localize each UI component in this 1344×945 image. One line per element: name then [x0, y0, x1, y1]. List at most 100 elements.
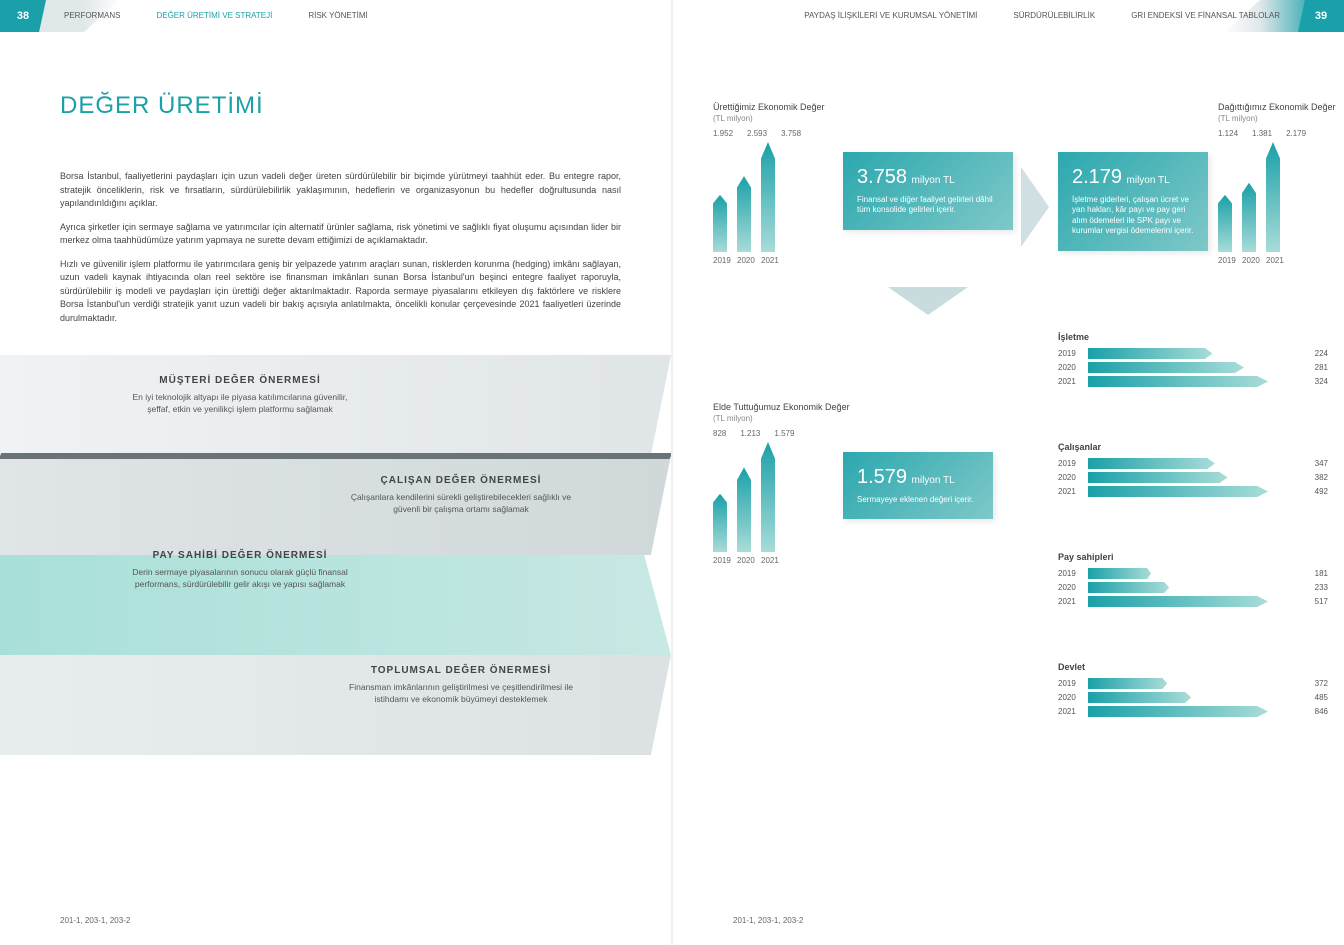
left-content: DEĞER ÜRETİMİ Borsa İstanbul, faaliyetle…: [0, 32, 671, 795]
category-çalışanlar: Çalışanlar 2019 347 2020 382 2021 492: [1058, 442, 1328, 500]
row-value: 517: [1294, 597, 1328, 606]
chart-subtitle: (TL milyon): [713, 114, 825, 123]
row-bar: [1088, 582, 1169, 593]
vp-text: Çalışanlara kendilerini sürekli geliştir…: [341, 492, 581, 516]
category-row: 2021 517: [1058, 596, 1328, 607]
category-row: 2019 372: [1058, 678, 1328, 689]
category-i̇şletme: İşletme 2019 224 2020 281 2021 324: [1058, 332, 1328, 390]
category-row: 2020 382: [1058, 472, 1328, 483]
row-bar: [1088, 472, 1228, 483]
economic-value-area: Ürettiğimiz Ekonomik Değer (TL milyon) 1…: [673, 32, 1344, 112]
row-bar: [1088, 362, 1244, 373]
vp-text: En iyi teknolojik altyapı ile piyasa kat…: [120, 392, 360, 416]
row-value: 382: [1294, 473, 1328, 482]
chart-values: 1.1241.3812.179: [1218, 129, 1336, 138]
arrow-down-icon: [888, 287, 968, 315]
box-unit: milyon TL: [1127, 175, 1170, 186]
vp-text: Derin sermaye piyasalarının sonucu olara…: [120, 567, 360, 591]
para-3: Hızlı ve güvenilir işlem platformu ile y…: [60, 258, 621, 326]
box-elde-tuttugumuz: 1.579 milyon TL Sermayeye eklenen değeri…: [843, 452, 993, 519]
chart-subtitle: (TL milyon): [1218, 114, 1336, 123]
chart-years: 201920202021: [713, 556, 850, 565]
row-value: 233: [1294, 583, 1328, 592]
gri-footer: 201-1, 203-1, 203-2: [60, 916, 130, 925]
category-row: 2021 492: [1058, 486, 1328, 497]
category-row: 2020 281: [1058, 362, 1328, 373]
box-desc: Finansal ve diğer faaliyet gelirleri dâh…: [857, 195, 999, 216]
row-bar: [1088, 568, 1151, 579]
row-year: 2019: [1058, 459, 1088, 468]
box-value: 3.758: [857, 166, 907, 188]
chart-title: Elde Tuttuğumuz Ekonomik Değer: [713, 402, 850, 412]
box-value: 1.579: [857, 466, 907, 488]
para-2: Ayrıca şirketler için sermaye sağlama ve…: [60, 221, 621, 248]
category-row: 2020 233: [1058, 582, 1328, 593]
vp-toplumsal: TOPLUMSAL DEĞER ÖNERMESİ Finansman imkân…: [341, 665, 581, 706]
row-value: 224: [1294, 349, 1328, 358]
chart-bar: [1242, 183, 1256, 252]
nav-surdurulebilirlik: SÜRDÜRÜLEBİLİRLİK: [995, 11, 1113, 21]
row-bar: [1088, 348, 1212, 359]
page-number: 39: [1298, 0, 1344, 32]
row-year: 2021: [1058, 597, 1088, 606]
row-bar: [1088, 692, 1191, 703]
chart-years: 201920202021: [713, 256, 825, 265]
vp-heading: TOPLUMSAL DEĞER ÖNERMESİ: [341, 665, 581, 676]
box-value: 2.179: [1072, 166, 1122, 188]
row-value: 281: [1294, 363, 1328, 372]
vp-calisan: ÇALIŞAN DEĞER ÖNERMESİ Çalışanlara kendi…: [341, 475, 581, 516]
top-nav-right: PAYDAŞ İLİŞKİLERİ VE KURUMSAL YÖNETİMİ S…: [673, 0, 1344, 32]
chart-bar: [1218, 195, 1232, 252]
nav-performans: PERFORMANS: [46, 11, 138, 21]
chart-bar: [713, 494, 727, 552]
nav-deger-uretimi: DEĞER ÜRETİMİ VE STRATEJİ: [138, 11, 290, 21]
row-value: 181: [1294, 569, 1328, 578]
chart-bars: [1218, 142, 1336, 252]
nav-gri: GRI ENDEKSİ VE FİNANSAL TABLOLAR: [1113, 11, 1298, 21]
row-bar: [1088, 376, 1268, 387]
row-bar: [1088, 596, 1268, 607]
para-1: Borsa İstanbul, faaliyetlerini paydaşlar…: [60, 170, 621, 211]
category-title: İşletme: [1058, 332, 1328, 342]
chart-years: 201920202021: [1218, 256, 1336, 265]
gri-footer: 201-1, 203-1, 203-2: [733, 916, 803, 925]
row-bar: [1088, 706, 1268, 717]
row-year: 2020: [1058, 693, 1088, 702]
left-page: 38 PERFORMANS DEĞER ÜRETİMİ VE STRATEJİ …: [0, 0, 671, 945]
row-value: 846: [1294, 707, 1328, 716]
row-value: 485: [1294, 693, 1328, 702]
chart-subtitle: (TL milyon): [713, 414, 850, 423]
chart-bar: [761, 442, 775, 552]
row-value: 347: [1294, 459, 1328, 468]
row-year: 2021: [1058, 377, 1088, 386]
row-value: 324: [1294, 377, 1328, 386]
category-row: 2019 181: [1058, 568, 1328, 579]
category-title: Devlet: [1058, 662, 1328, 672]
box-unit: milyon TL: [912, 175, 955, 186]
chart-bar: [761, 142, 775, 252]
category-row: 2021 324: [1058, 376, 1328, 387]
page-number: 38: [0, 0, 46, 32]
row-year: 2020: [1058, 363, 1088, 372]
category-row: 2019 224: [1058, 348, 1328, 359]
box-urettigimiz: 3.758 milyon TL Finansal ve diğer faaliy…: [843, 152, 1013, 230]
vp-musteri: MÜŞTERİ DEĞER ÖNERMESİ En iyi teknolojik…: [120, 375, 360, 416]
nav-risk: RİSK YÖNETİMİ: [290, 11, 385, 21]
category-devlet: Devlet 2019 372 2020 485 2021 846: [1058, 662, 1328, 720]
row-year: 2019: [1058, 679, 1088, 688]
box-dagittigimiz: 2.179 milyon TL İşletme giderleri, çalış…: [1058, 152, 1208, 251]
vp-pay-sahibi: PAY SAHİBİ DEĞER ÖNERMESİ Derin sermaye …: [120, 550, 360, 591]
vp-heading: MÜŞTERİ DEĞER ÖNERMESİ: [120, 375, 360, 386]
right-page: PAYDAŞ İLİŞKİLERİ VE KURUMSAL YÖNETİMİ S…: [673, 0, 1344, 945]
row-bar: [1088, 458, 1215, 469]
category-row: 2021 846: [1058, 706, 1328, 717]
chart-title: Ürettiğimiz Ekonomik Değer: [713, 102, 825, 112]
box-desc: Sermayeye eklenen değeri içerir.: [857, 495, 979, 505]
box-desc: İşletme giderleri, çalışan ücret ve yan …: [1072, 195, 1194, 237]
row-value: 372: [1294, 679, 1328, 688]
box-unit: milyon TL: [912, 475, 955, 486]
chart-bar: [737, 176, 751, 252]
vp-heading: ÇALIŞAN DEĞER ÖNERMESİ: [341, 475, 581, 486]
chart-bars: [713, 442, 850, 552]
chart-dagittigimiz: Dağıttığımız Ekonomik Değer (TL milyon) …: [1218, 102, 1336, 265]
